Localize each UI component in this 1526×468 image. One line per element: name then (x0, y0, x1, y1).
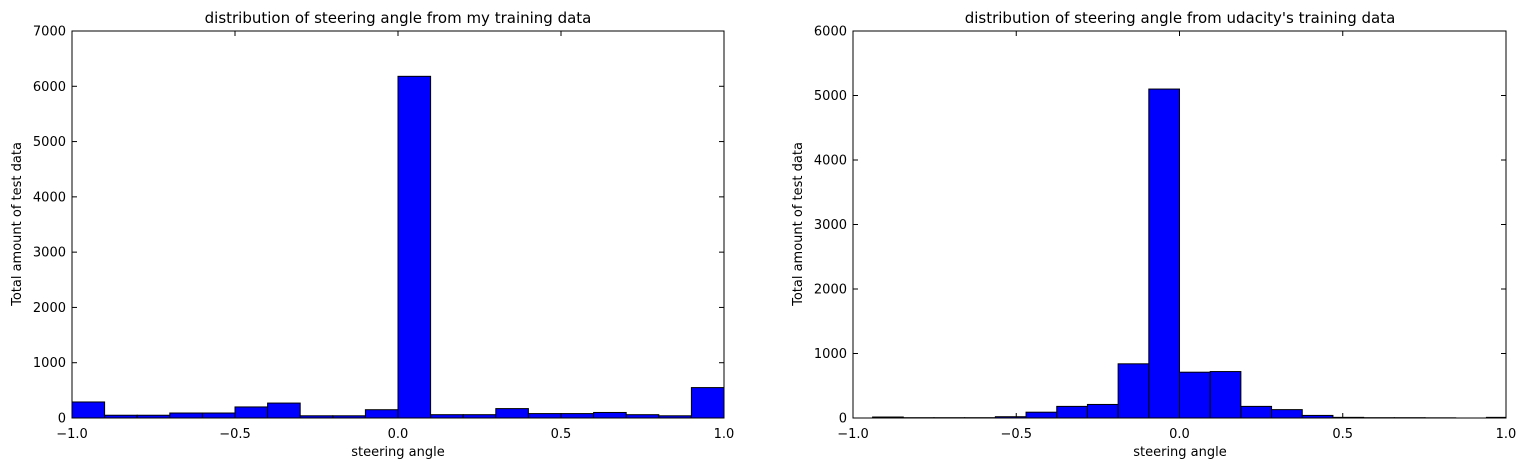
histogram-bar (169, 412, 203, 419)
histogram-bar (267, 402, 301, 419)
y-tick-label: 6000 (814, 25, 847, 40)
y-tick-label: 2000 (814, 283, 847, 298)
histogram-my-training-data: distribution of steering angle from my t… (10, 9, 734, 460)
histogram-bar (364, 409, 399, 419)
histogram-bar (560, 413, 595, 419)
histogram-bar (71, 401, 106, 419)
x-axis-label: steering angle (351, 445, 445, 460)
plot-area: −1.0 −0.5 0.0 0.5 1.0 0 1000 2000 3000 4000 5000 60… (33, 25, 734, 443)
histogram-bar (527, 413, 562, 419)
x-tick-label: −1.0 (56, 427, 88, 442)
histogram-bar (234, 406, 269, 419)
y-tick-label: 1000 (33, 356, 66, 371)
x-tick-label: −0.5 (219, 427, 251, 442)
histogram-bar (1086, 403, 1119, 419)
y-tick-label: 4000 (33, 190, 66, 205)
x-tick-label: 0.5 (551, 427, 572, 442)
x-tick-label: 0.5 (1332, 427, 1353, 442)
y-tick-label: 0 (839, 412, 847, 427)
histogram-bar (397, 75, 432, 419)
y-tick-label: 2000 (33, 301, 66, 316)
chart-title: distribution of steering angle from udac… (965, 9, 1396, 27)
histogram-bar (201, 412, 236, 419)
y-tick-label: 3000 (814, 218, 847, 233)
histogram-bar (593, 411, 627, 419)
x-tick-label: −0.5 (1000, 427, 1032, 442)
histogram-udacity-training-data: distribution of steering angle from udac… (791, 9, 1516, 460)
y-tick-label: 7000 (33, 25, 66, 40)
y-tick-label: 1000 (814, 347, 847, 362)
y-tick-label: 3000 (33, 246, 66, 261)
histogram-bar (1209, 371, 1242, 419)
y-axis-label: Total amount of test data (791, 142, 806, 307)
x-axis-label: steering angle (1133, 445, 1227, 460)
y-tick-label: 0 (58, 412, 66, 427)
x-tick-label: 1.0 (714, 427, 735, 442)
y-tick-label: 6000 (33, 80, 66, 95)
x-tick-label: 0.0 (1169, 427, 1190, 442)
histogram-bar (690, 387, 725, 419)
histogram-bar (1179, 371, 1211, 419)
plot-area: −1.0 −0.5 0.0 0.5 1.0 0 1000 2000 3000 4000 5000 60… (814, 25, 1516, 443)
histogram-bar (1117, 363, 1150, 419)
y-tick-label: 5000 (33, 135, 66, 150)
histogram-bar (1025, 411, 1058, 419)
x-tick-label: 1.0 (1496, 427, 1517, 442)
chart-title: distribution of steering angle from my t… (205, 9, 592, 27)
histogram-bar (1148, 88, 1181, 419)
histogram-bar (1271, 409, 1303, 419)
x-tick-label: 0.0 (388, 427, 409, 442)
histogram-bar (1056, 405, 1088, 419)
x-tick-label: −1.0 (837, 427, 869, 442)
y-tick-label: 5000 (814, 89, 847, 104)
histogram-bar (1240, 405, 1273, 419)
histogram-bar (495, 408, 529, 419)
y-tick-label: 4000 (814, 154, 847, 169)
y-axis-label: Total amount of test data (10, 142, 25, 307)
